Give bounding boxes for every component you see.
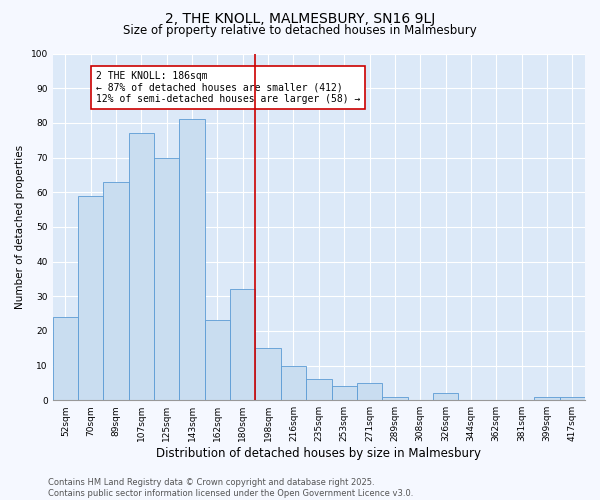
Text: Contains HM Land Registry data © Crown copyright and database right 2025.
Contai: Contains HM Land Registry data © Crown c… bbox=[48, 478, 413, 498]
X-axis label: Distribution of detached houses by size in Malmesbury: Distribution of detached houses by size … bbox=[157, 447, 481, 460]
Bar bbox=[78, 196, 103, 400]
Bar bbox=[154, 158, 179, 400]
Bar bbox=[560, 396, 585, 400]
Bar bbox=[103, 182, 129, 400]
Bar bbox=[535, 396, 560, 400]
Bar bbox=[332, 386, 357, 400]
Text: Size of property relative to detached houses in Malmesbury: Size of property relative to detached ho… bbox=[123, 24, 477, 37]
Bar bbox=[230, 290, 256, 400]
Y-axis label: Number of detached properties: Number of detached properties bbox=[15, 145, 25, 309]
Bar bbox=[281, 366, 306, 400]
Text: 2, THE KNOLL, MALMESBURY, SN16 9LJ: 2, THE KNOLL, MALMESBURY, SN16 9LJ bbox=[165, 12, 435, 26]
Bar bbox=[256, 348, 281, 400]
Bar bbox=[433, 394, 458, 400]
Bar bbox=[357, 383, 382, 400]
Bar bbox=[129, 133, 154, 400]
Bar bbox=[382, 396, 407, 400]
Bar bbox=[53, 317, 78, 400]
Bar bbox=[205, 320, 230, 400]
Bar bbox=[306, 380, 332, 400]
Bar bbox=[179, 120, 205, 400]
Text: 2 THE KNOLL: 186sqm
← 87% of detached houses are smaller (412)
12% of semi-detac: 2 THE KNOLL: 186sqm ← 87% of detached ho… bbox=[96, 71, 360, 104]
